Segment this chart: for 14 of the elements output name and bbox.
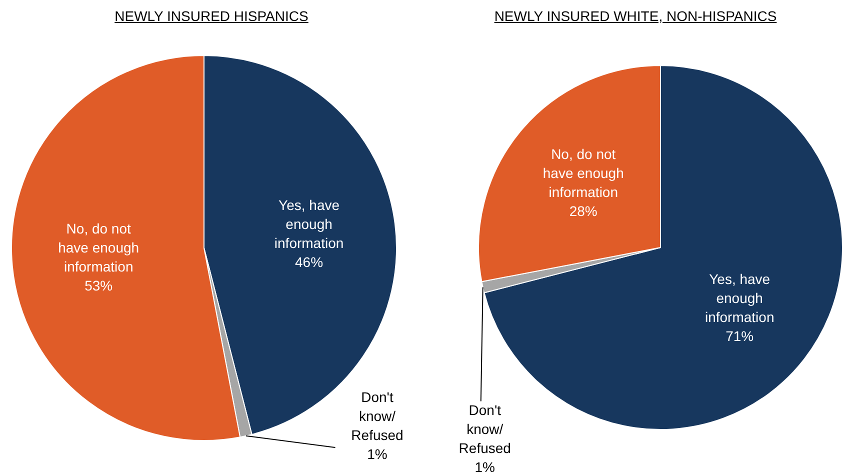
slice-label: Don't know/ Refused xyxy=(351,389,404,444)
data-label: 71% xyxy=(726,328,754,344)
slice-label: Don't know/ Refused xyxy=(458,402,511,456)
slice-label: Yes, have enough information xyxy=(704,271,774,326)
data-label: 1% xyxy=(474,459,495,472)
slice-label: No, do not have enough information xyxy=(542,146,624,200)
data-label: 1% xyxy=(367,446,388,462)
data-label: 53% xyxy=(84,277,113,294)
chart-title: NEWLY INSURED HISPANICS xyxy=(114,8,310,24)
slice-label: No, do not have enough information xyxy=(58,220,140,274)
slice-label: Yes, have enough information xyxy=(274,197,344,252)
chart-title: NEWLY INSURED WHITE, NON-HISPANICS xyxy=(493,8,778,24)
data-label: 28% xyxy=(569,203,598,220)
data-label: 46% xyxy=(295,254,324,270)
